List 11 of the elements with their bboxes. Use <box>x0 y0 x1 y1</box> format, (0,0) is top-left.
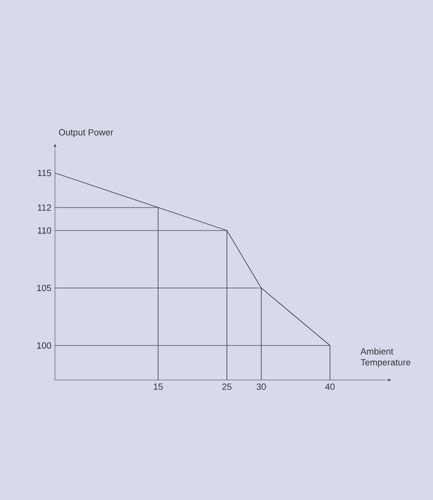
y-axis-title: Output Power <box>58 129 114 138</box>
x-axis-title: Ambient Temperature <box>360 348 410 368</box>
y-tick-label: 110 <box>38 227 52 234</box>
y-tick-label: 112 <box>38 204 52 211</box>
y-tick-label: 100 <box>37 342 52 349</box>
y-tick-label: 115 <box>38 170 52 176</box>
x-tick-label: 30 <box>256 384 266 390</box>
x-tick-label: 15 <box>154 384 163 390</box>
x-tick-label: 40 <box>325 384 335 390</box>
x-tick-label: 25 <box>222 384 232 390</box>
y-tick-label: 105 <box>37 284 52 292</box>
